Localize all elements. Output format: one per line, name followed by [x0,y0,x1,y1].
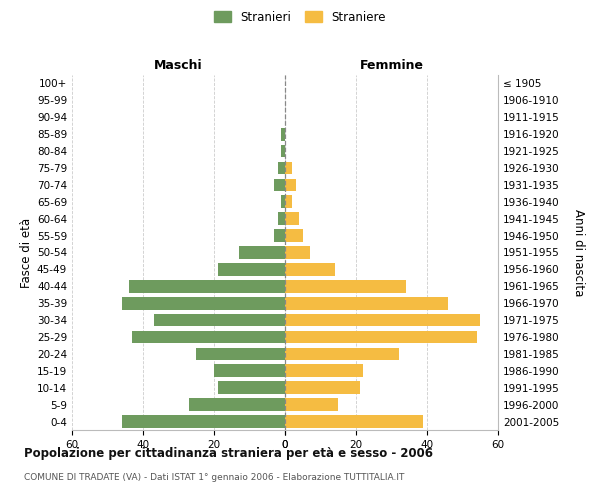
Bar [278,212,285,225]
Bar [122,415,285,428]
Bar [281,196,285,208]
Bar [274,178,285,191]
Bar [285,196,292,208]
Bar [281,128,285,140]
Bar [285,348,398,360]
Bar [218,382,285,394]
Text: Popolazione per cittadinanza straniera per età e sesso - 2006: Popolazione per cittadinanza straniera p… [24,448,433,460]
Title: Maschi: Maschi [154,60,203,72]
Title: Femmine: Femmine [359,60,424,72]
Bar [196,348,285,360]
Bar [285,364,363,377]
Bar [133,330,285,344]
Text: COMUNE DI TRADATE (VA) - Dati ISTAT 1° gennaio 2006 - Elaborazione TUTTITALIA.IT: COMUNE DI TRADATE (VA) - Dati ISTAT 1° g… [24,472,404,482]
Bar [274,230,285,242]
Bar [218,263,285,276]
Bar [122,297,285,310]
Bar [285,230,303,242]
Bar [285,330,476,344]
Y-axis label: Anni di nascita: Anni di nascita [572,209,584,296]
Bar [285,382,359,394]
Bar [285,415,424,428]
Bar [285,246,310,259]
Bar [285,398,338,411]
Bar [285,314,480,326]
Legend: Stranieri, Straniere: Stranieri, Straniere [209,6,391,28]
Bar [154,314,285,326]
Bar [281,144,285,158]
Bar [285,280,406,292]
Bar [285,162,292,174]
Bar [239,246,285,259]
Bar [285,297,448,310]
Y-axis label: Fasce di età: Fasce di età [20,218,33,288]
Bar [214,364,285,377]
Bar [285,178,296,191]
Bar [129,280,285,292]
Bar [278,162,285,174]
Bar [285,212,299,225]
Bar [285,263,335,276]
Bar [189,398,285,411]
